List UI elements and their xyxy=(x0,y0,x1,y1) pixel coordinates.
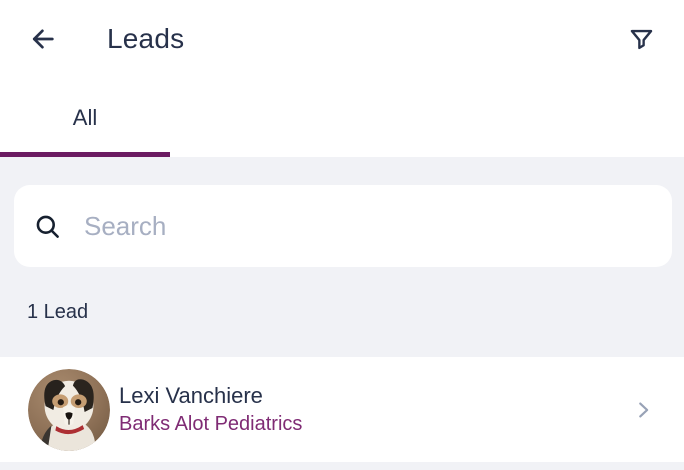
page-title: Leads xyxy=(107,23,185,54)
search-icon xyxy=(34,213,61,240)
search-box[interactable] xyxy=(14,185,672,267)
search-input[interactable] xyxy=(82,209,652,243)
arrow-left-icon xyxy=(32,29,54,49)
tab-all[interactable]: All xyxy=(0,78,170,157)
lead-row[interactable]: Lexi Vanchiere Barks Alot Pediatrics xyxy=(0,357,684,462)
back-button[interactable] xyxy=(29,25,57,53)
filter-funnel-icon xyxy=(630,29,653,49)
tab-bar: All xyxy=(0,78,684,157)
lead-text: Lexi Vanchiere Barks Alot Pediatrics xyxy=(119,382,302,438)
nav-bar: Leads xyxy=(0,0,684,78)
avatar xyxy=(28,368,110,451)
lead-company: Barks Alot Pediatrics xyxy=(119,412,303,435)
chevron-right-icon xyxy=(632,397,654,423)
tab-all-label: All xyxy=(72,104,98,130)
lead-count-label: 1 Lead xyxy=(27,301,89,323)
content: 1 Lead xyxy=(0,157,684,470)
filter-button[interactable] xyxy=(628,26,655,53)
header: Leads All xyxy=(0,0,684,157)
lead-name: Lexi Vanchiere xyxy=(119,382,263,408)
active-tab-underline xyxy=(0,152,170,157)
